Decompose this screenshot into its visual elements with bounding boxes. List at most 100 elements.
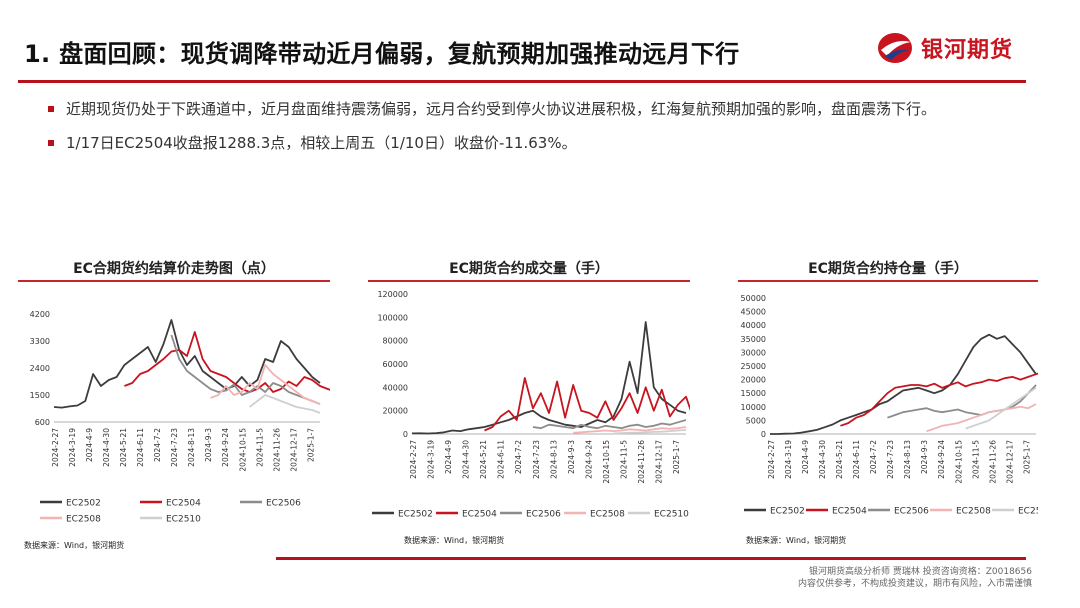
y-tick-label: 1500 [30,391,50,400]
chart-title-rule [738,280,1038,282]
x-tick-label: 2024-7-2 [869,440,878,474]
chart-title: EC合期货约结算价走势图（点） [73,261,275,277]
y-tick-label: 100000 [377,313,408,322]
y-tick-label: 60000 [383,360,408,369]
x-tick-label: 2024-9-3 [204,428,213,462]
y-tick-label: 50000 [741,294,766,303]
legend-label: EC2510 [654,510,689,520]
series-line-ec2502 [411,321,687,435]
series-line-ec2502 [770,333,1037,435]
logo-text: 银河期货 [921,38,1014,63]
x-tick-label: 2024-9-24 [584,440,593,479]
x-tick-label: 2024-4-9 [85,428,94,462]
y-tick-label: 30000 [741,348,766,357]
x-tick-label: 2024-3-19 [68,428,77,467]
chart-title: EC期货合约成交量（手） [449,261,609,277]
x-tick-label: 2024-11-5 [255,428,264,467]
x-tick-label: 2024-12-17 [655,440,664,484]
x-tick-label: 2024-4-9 [444,440,453,474]
y-tick-label: 15000 [741,389,766,398]
x-tick-label: 2024-6-11 [497,440,506,479]
y-tick-label: 45000 [741,308,766,317]
series-line-ec2510 [249,394,321,414]
y-tick-label: 80000 [383,337,408,346]
x-tick-label: 2025-1-7 [672,440,681,474]
legend-label: EC2506 [894,507,929,517]
series-line-ec2504 [124,331,330,393]
legend-label: EC2504 [462,510,497,520]
data-source: 数据来源：Wind，银河期货 [404,536,505,545]
legend-label: EC2502 [398,510,433,520]
chart-title: EC期货合约持仓量（手） [808,261,968,277]
x-tick-label: 2024-8-13 [549,440,558,479]
x-tick-label: 2024-4-30 [462,440,471,479]
legend-item: EC2508 [564,510,625,520]
series-line-ec2504 [840,372,1038,427]
y-tick-label: 5000 [746,416,766,425]
x-tick-label: 2024-4-9 [801,440,810,474]
x-tick-label: 2024-3-19 [784,440,793,479]
x-tick-label: 2024-4-30 [818,440,827,479]
x-tick-label: 2024-5-21 [119,428,128,467]
legend-item: EC2506 [868,507,929,517]
disclaimer: 银河期货高级分析师 贾瑞林 投资咨询资格：Z0018656 内容仅供参考，不构成… [798,566,1032,590]
x-tick-label: 2025-1-7 [306,428,315,462]
legend-label: EC2506 [266,499,301,509]
x-tick-label: 2024-7-2 [153,428,162,462]
volume-chart: 0 20000 40000 60000 80000 100000 120000 2024-2-… [372,290,690,520]
analyst-line: 银河期货高级分析师 贾瑞林 投资咨询资格：Z0018656 [809,567,1032,577]
legend-label: EC2502 [66,499,101,509]
legend-item: EC2504 [140,499,201,509]
chart-panel-price: EC合期货约结算价走势图（点） 600 1500 2400 3300 4200 2024-… [18,258,330,548]
x-tick-label: 2024-9-24 [221,428,230,467]
title-underline [18,80,1026,83]
x-tick-label: 2024-11-26 [272,428,281,472]
series-line-ec2510 [965,387,1037,430]
legend-item: EC2506 [500,510,561,520]
x-tick-label: 2024-2-27 [767,440,776,479]
disclaimer-line: 内容仅供参考，不构成投资建议，期市有风险，入市需谨慎 [797,579,1032,589]
series-line-ec2504 [484,377,690,432]
x-tick-label: 2024-10-15 [602,440,611,484]
x-tick-label: 2024-8-13 [903,440,912,479]
bullet-list: 近期现货仍处于下跌通道中，近月盘面维持震荡偏弱，远月合约受到停火协议进展积极，红… [48,95,1028,163]
legend-item: EC2504 [806,507,867,517]
series-line-ec2510 [613,429,687,435]
series-line-ec2506 [887,384,1037,419]
series-line-ec2508 [926,403,1037,433]
legend-item: EC2508 [40,515,101,525]
y-tick-label: 0 [761,430,766,439]
x-tick-label: 2024-11-5 [971,440,980,479]
legend-item: EC2502 [744,507,805,517]
y-tick-label: 20000 [383,407,408,416]
chart-title-rule [368,280,690,282]
x-tick-label: 2024-7-2 [514,440,523,474]
x-tick-label: 2024-7-23 [532,440,541,479]
series-line-ec2506 [532,419,687,430]
y-tick-label: 2400 [30,364,50,373]
y-tick-label: 25000 [741,362,766,371]
x-tick-label: 2024-5-21 [479,440,488,479]
legend-item: EC2506 [240,499,301,509]
series-line-ec2508 [210,364,321,405]
page-title: 1. 盘面回顾：现货调降带动近月偏弱，复航预期加强推动远月下行 [24,40,740,68]
x-tick-label: 2024-6-11 [852,440,861,479]
y-tick-label: 10000 [741,403,766,412]
y-tick-label: 600 [35,418,50,427]
y-tick-label: 0 [403,430,408,439]
chart-title-rule [18,280,330,282]
x-tick-label: 2024-2-27 [51,428,60,467]
legend-item: EC2510 [992,507,1038,517]
y-tick-label: 120000 [377,290,408,299]
x-tick-label: 2024-11-5 [619,440,628,479]
legend-label: EC2510 [1018,507,1038,517]
x-tick-label: 2024-10-15 [238,428,247,472]
legend-item: EC2502 [40,499,101,509]
bullet-item: 1/17日EC2504收盘报1288.3点，相较上周五（1/10日）收盘价-11… [48,129,1028,157]
legend-label: EC2504 [166,499,201,509]
y-tick-label: 40000 [741,321,766,330]
galaxy-logo-icon [878,33,912,63]
y-tick-label: 20000 [741,376,766,385]
x-tick-label: 2024-11-26 [988,440,997,484]
x-tick-label: 2024-12-17 [289,428,298,472]
